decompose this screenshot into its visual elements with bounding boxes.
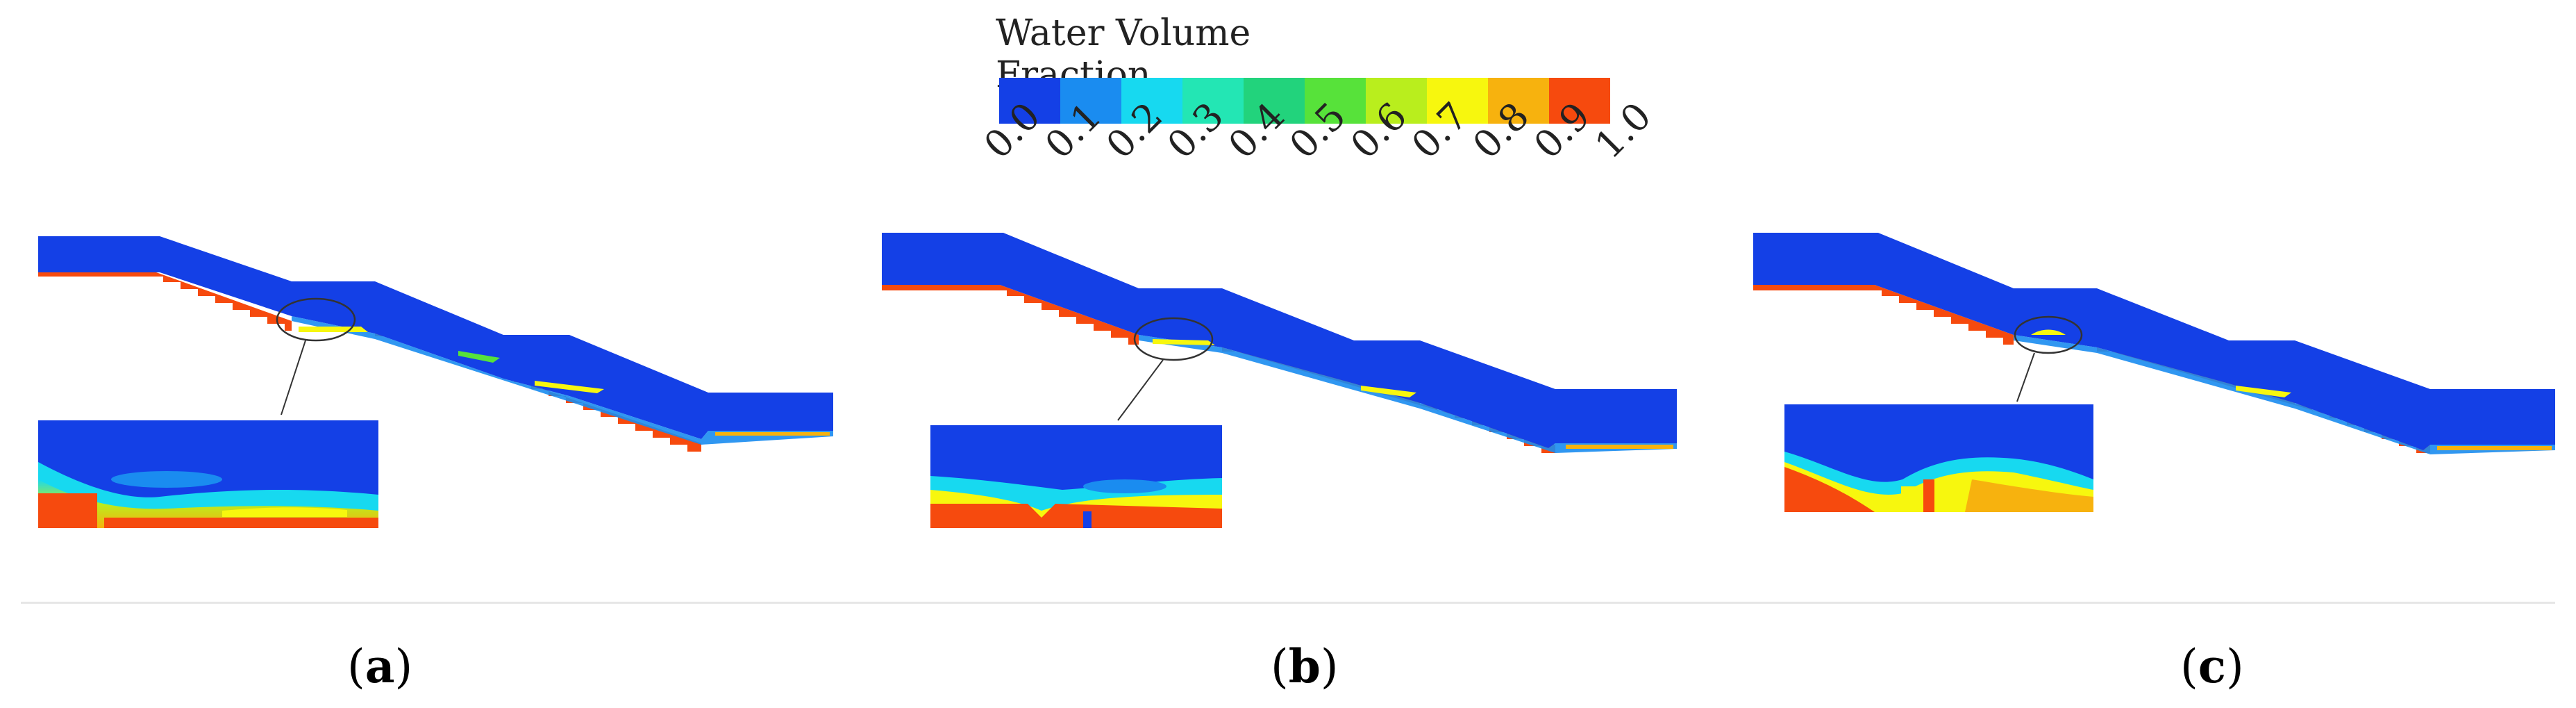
aeration-layer [2236, 386, 2291, 397]
colorbar-segment [999, 78, 1060, 124]
colorbar-title: Water Volume Fraction [996, 13, 1251, 96]
caption-a: (a) [347, 639, 412, 693]
zoom-pointer [1117, 359, 1164, 421]
stepped-floor [375, 332, 701, 452]
colorbar-segment [1060, 78, 1121, 124]
aeration-layer [1361, 386, 1416, 397]
colorbar-segment [1305, 78, 1366, 124]
panel-c [1753, 233, 2555, 512]
zoom-pointer [2016, 352, 2035, 402]
aeration-layer [2031, 329, 2066, 335]
water-flow [1753, 233, 2555, 450]
caption-paren: ( [347, 640, 365, 693]
caption-paren: ) [394, 640, 413, 693]
zoom-pointer [281, 340, 306, 415]
colorbar-segment [1244, 78, 1305, 124]
colorbar [999, 78, 1610, 124]
colorbar-segment [1121, 78, 1182, 124]
water-flow [38, 236, 833, 439]
colorbar-segment [1427, 78, 1488, 124]
panel-b [882, 233, 1677, 528]
aeration-layer [535, 381, 604, 393]
caption-paren: ( [1271, 640, 1289, 693]
zoom-marker [1133, 317, 1214, 361]
zoom-inset [38, 420, 378, 528]
aeration-layer [1139, 335, 1677, 453]
panel-a [38, 236, 833, 528]
water-flow [882, 233, 1677, 448]
caption-divider [21, 602, 2555, 604]
colorbar-segment [1366, 78, 1427, 124]
aeration-layer [715, 432, 830, 436]
zoom-inset [930, 425, 1222, 528]
caption-letter: b [1288, 639, 1321, 693]
aeration-layer [299, 327, 368, 332]
caption-b: (b) [1271, 639, 1339, 693]
aeration-layer [1566, 445, 1673, 449]
zoom-inset [1784, 404, 2093, 512]
aeration-layer [1153, 339, 1215, 345]
caption-letter: a [365, 639, 395, 693]
zoom-marker [2014, 315, 2083, 354]
colorbar-segment [1182, 78, 1244, 124]
colorbar-segment [1549, 78, 1610, 124]
colorbar-segment [1488, 78, 1549, 124]
caption-c: (c) [2180, 639, 2244, 693]
caption-paren: ) [2225, 640, 2244, 693]
aeration-layer [458, 351, 500, 363]
caption-paren: ) [1320, 640, 1339, 693]
aeration-layer [2014, 335, 2555, 454]
zoom-marker [276, 297, 356, 342]
caption-letter: c [2198, 639, 2226, 693]
caption-paren: ( [2180, 640, 2198, 693]
aeration-layer [2437, 446, 2552, 450]
